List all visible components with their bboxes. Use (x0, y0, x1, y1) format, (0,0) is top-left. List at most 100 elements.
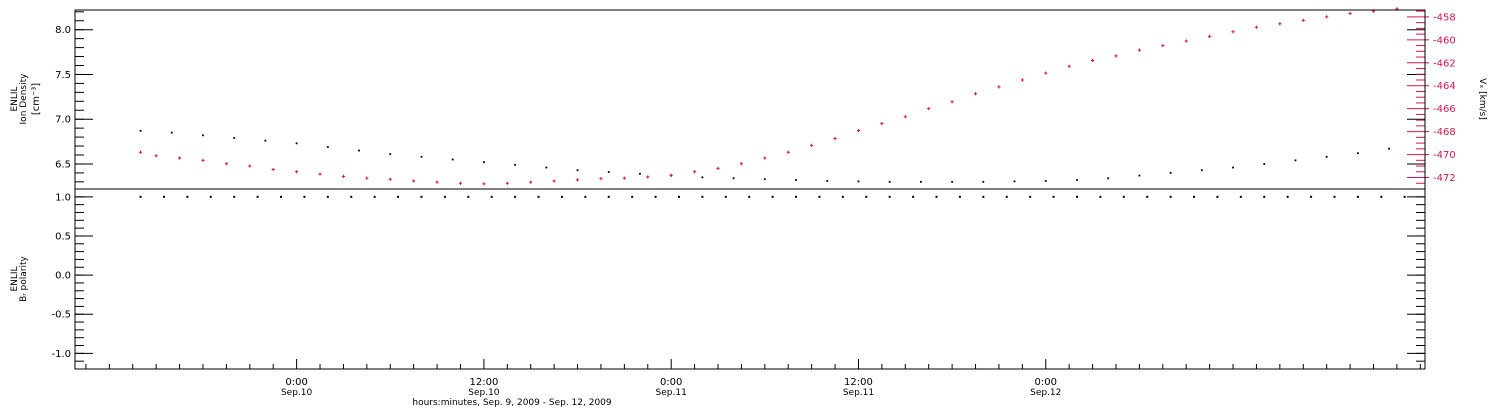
polarity-point (724, 195, 727, 198)
velocity-point (341, 174, 346, 178)
velocity-point (1348, 11, 1352, 16)
velocity-point (1044, 71, 1048, 75)
top-y2tick-label: -466 (1433, 104, 1456, 115)
polarity-point (162, 195, 165, 198)
velocity-point (1301, 18, 1305, 22)
density-point (1076, 179, 1078, 181)
velocity-point (482, 182, 486, 186)
top-velocity-points (138, 7, 1399, 186)
velocity-point (1278, 22, 1282, 26)
x-tick-label-date: Sep.10 (468, 388, 500, 398)
density-point (701, 176, 704, 179)
bottom-ytick-label: 1.0 (55, 192, 71, 203)
density-point (202, 134, 204, 137)
velocity-point (575, 178, 580, 182)
velocity-point (763, 156, 767, 160)
density-point (1138, 174, 1141, 177)
density-point (795, 179, 797, 181)
velocity-point (295, 170, 299, 174)
top-grid: 6.5 7.0 7.5 8.0 (55, 11, 1425, 183)
velocity-point (903, 115, 907, 119)
polarity-point (1263, 195, 1266, 198)
density-point (358, 149, 360, 152)
polarity-point (1099, 195, 1102, 198)
top-y2tick-label: -468 (1433, 127, 1456, 138)
density-point (576, 169, 579, 172)
polarity-point (233, 195, 236, 198)
polarity-point (888, 195, 891, 198)
top-ytick-label: 7.0 (55, 115, 71, 126)
polarity-point (467, 195, 470, 198)
velocity-point (271, 167, 275, 172)
velocity-point (1114, 54, 1118, 58)
velocity-point (1254, 25, 1259, 29)
density-point (732, 177, 735, 180)
x-tick-label-date: Sep.11 (843, 388, 874, 398)
polarity-point (560, 195, 563, 198)
polarity-point (1239, 195, 1242, 198)
polarity-point (420, 195, 423, 198)
velocity-point (786, 150, 790, 154)
density-point (1107, 177, 1110, 180)
density-point (607, 171, 610, 173)
velocity-point (248, 164, 252, 168)
velocity-point (927, 107, 931, 111)
density-point (264, 139, 267, 142)
polarity-point (1005, 195, 1008, 198)
polarity-point (1380, 195, 1383, 198)
velocity-point (973, 92, 978, 96)
velocity-point (177, 156, 182, 160)
polarity-point (1193, 195, 1196, 198)
top-y2tick-label: -462 (1433, 58, 1456, 69)
bottom-polarity-points (139, 195, 1406, 198)
velocity-point (880, 121, 884, 126)
density-point (857, 180, 860, 183)
polarity-point (373, 195, 376, 198)
polarity-point (443, 195, 446, 198)
polarity-point (771, 195, 774, 198)
polarity-point (865, 195, 868, 198)
density-point (514, 163, 517, 166)
x-tick-label-time: 12:00 (844, 377, 873, 388)
bottom-ylabel-line1: ENLIL (10, 266, 20, 291)
velocity-point (1325, 15, 1329, 19)
velocity-point (599, 177, 603, 181)
polarity-point (677, 195, 680, 198)
polarity-point (1333, 195, 1336, 198)
polarity-point (982, 195, 985, 198)
velocity-point (505, 181, 509, 185)
density-point (982, 180, 985, 183)
polarity-point (256, 195, 259, 198)
density-point (951, 180, 954, 183)
density-point (1388, 147, 1391, 150)
density-point (1263, 163, 1266, 165)
top-y2tick-label: -464 (1433, 81, 1456, 92)
bottom-ytick-label: 0.0 (55, 271, 71, 282)
velocity-point (435, 180, 439, 184)
velocity-point (458, 181, 463, 185)
velocity-point (201, 158, 205, 162)
polarity-point (326, 195, 329, 198)
density-point (326, 146, 329, 148)
polarity-point (350, 195, 353, 198)
polarity-point (1146, 195, 1149, 198)
density-point (639, 172, 641, 175)
polarity-point (1216, 195, 1219, 198)
bottom-ylabel-line2: Bᵣ polarity (19, 255, 29, 301)
density-point (139, 129, 142, 132)
top-ytick-label: 8.0 (55, 25, 71, 36)
density-point (420, 155, 423, 158)
polarity-point (1310, 195, 1313, 198)
velocity-point (154, 154, 158, 158)
velocity-point (692, 170, 697, 174)
polarity-point (280, 195, 283, 198)
polarity-point (1029, 195, 1032, 198)
velocity-point (833, 136, 837, 141)
polarity-point (795, 195, 798, 198)
velocity-point (856, 128, 861, 133)
velocity-point (529, 180, 533, 184)
density-point (1356, 152, 1359, 155)
velocity-point (1231, 30, 1235, 34)
